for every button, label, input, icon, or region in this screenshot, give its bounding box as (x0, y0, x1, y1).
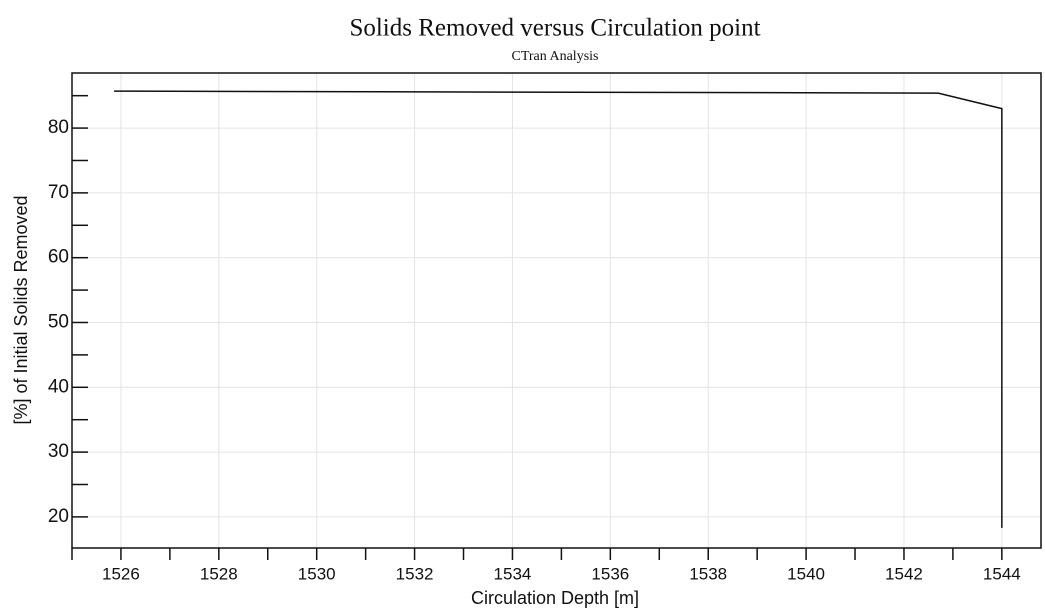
x-tick-label: 1532 (396, 564, 434, 583)
x-tick-label: 1530 (298, 564, 336, 583)
x-axis-label: Circulation Depth [m] (471, 588, 639, 608)
y-tick-label: 40 (48, 376, 69, 397)
x-tick-label: 1536 (591, 564, 629, 583)
x-tick-label: 1542 (885, 564, 923, 583)
chart-subtitle: CTran Analysis (511, 49, 598, 64)
y-tick-label: 50 (48, 312, 69, 333)
y-tick-label: 80 (48, 117, 69, 138)
y-tick-label: 70 (48, 182, 69, 203)
x-tick-label: 1528 (200, 564, 238, 583)
y-axis-label: [%] of Initial Solids Removed (11, 195, 31, 424)
x-tick-label: 1534 (494, 564, 532, 583)
series-line (114, 90, 1003, 528)
x-tick-label: 1526 (102, 564, 140, 583)
y-tick-label: 60 (48, 247, 69, 268)
x-tick-label: 1538 (689, 564, 727, 583)
plot-frame (71, 72, 1042, 549)
x-tick-label: 1540 (787, 564, 825, 583)
chart-title: Solids Removed versus Circulation point (349, 15, 760, 42)
x-tick-label: 1544 (983, 564, 1021, 583)
y-tick-label: 30 (48, 441, 69, 462)
y-tick-label: 20 (48, 506, 69, 527)
